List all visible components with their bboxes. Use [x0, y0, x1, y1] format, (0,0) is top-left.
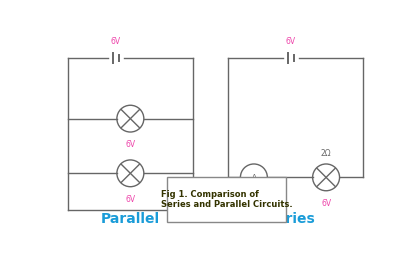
Text: 6V: 6V — [125, 140, 135, 149]
Text: Series: Series — [266, 212, 314, 226]
Text: 6V: 6V — [111, 37, 121, 46]
Text: 6V: 6V — [285, 37, 295, 46]
Text: 2Ω: 2Ω — [320, 149, 330, 158]
Text: 6V: 6V — [125, 195, 135, 204]
Text: 6V: 6V — [320, 199, 330, 208]
Text: 3A: 3A — [248, 199, 258, 208]
Text: Fig 1. Comparison of
Series and Parallel Circuits.: Fig 1. Comparison of Series and Parallel… — [160, 190, 292, 209]
Text: A: A — [251, 174, 256, 180]
FancyBboxPatch shape — [167, 177, 285, 222]
Text: Parallel: Parallel — [100, 212, 159, 226]
